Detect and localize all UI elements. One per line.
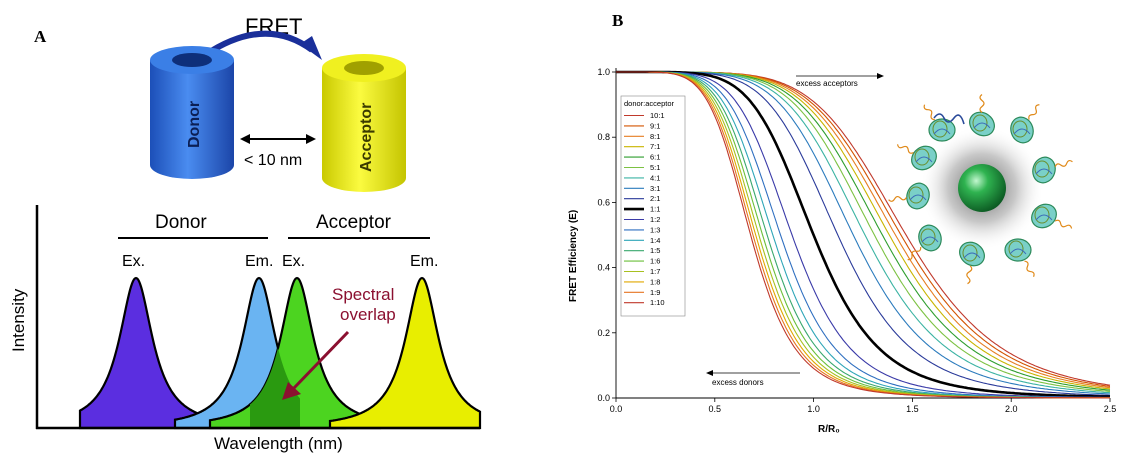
protein-icon [1032, 156, 1073, 184]
legend-entry: 1:10 [650, 298, 665, 307]
series-line-1-1 [616, 70, 1111, 398]
peak-label-acceptor-em: Em. [410, 253, 438, 270]
excess-acceptors-arrowhead-icon [877, 73, 884, 79]
donor-excitation-peak [78, 276, 222, 430]
x-axis-title: R/R₀ [818, 424, 840, 435]
overlap-arrow [292, 330, 350, 390]
series-line-4-1 [616, 71, 1111, 394]
panel-b-label: B [612, 11, 623, 30]
legend: donor:acceptor 10:19:1 8:17:1 6:15:14:1 3:1… [620, 95, 686, 317]
peak-label-acceptor-ex: Ex. [282, 253, 305, 270]
y-tick-label: 0.8 [597, 132, 610, 142]
legend-entry: 6:1 [650, 153, 660, 162]
x-tick-label: 1.0 [807, 404, 820, 414]
distance-arrow-right-icon [306, 134, 316, 144]
series-line-1-6 [616, 71, 1110, 399]
protein-icon [1004, 238, 1035, 277]
legend-entry: 1:7 [650, 267, 660, 276]
x-tick-label: 2.5 [1104, 404, 1117, 414]
y-axis-label: Intensity [9, 288, 28, 352]
y-tick-label: 0.0 [597, 393, 610, 403]
series-line-3-1 [616, 71, 1111, 395]
legend-entry: 1:4 [650, 236, 660, 245]
protein-icon [896, 144, 937, 171]
legend-entry: 1:3 [650, 225, 660, 234]
distance-label: < 10 nm [244, 152, 302, 169]
legend-entry: 9:1 [650, 121, 660, 130]
legend-entry: 10:1 [650, 111, 665, 120]
excess-donors-annotation: excess donors [712, 378, 764, 387]
series-line-1-4 [616, 71, 1110, 399]
acceptor-excitation-peak [208, 276, 382, 430]
protein-icon [907, 224, 942, 261]
legend-entry: 1:6 [650, 257, 660, 266]
y-tick-label: 1.0 [597, 67, 610, 77]
series-line-10-1 [616, 71, 1111, 386]
acceptor-header: Acceptor [316, 212, 392, 233]
fret-arrowhead-icon [300, 36, 322, 60]
overlap-label-line2: overlap [340, 305, 396, 324]
series-line-1-9 [616, 71, 1111, 399]
panel-a-label: A [34, 27, 47, 46]
series-line-1-8 [616, 71, 1110, 399]
excess-acceptors-annotation: excess acceptors [796, 79, 858, 88]
series-line-2-1 [616, 71, 1111, 396]
x-tick-label: 0.0 [610, 404, 623, 414]
series-line-1-7 [616, 71, 1110, 399]
y-axis-title: FRET Efficiency (E) [568, 210, 579, 302]
x-tick-label: 2.0 [1005, 404, 1018, 414]
acceptor-cylinder: Acceptor [322, 54, 406, 192]
legend-title: donor:acceptor [624, 99, 675, 108]
nanoparticle-illustration [888, 94, 1073, 285]
donor-cylinder-label: Donor [186, 101, 203, 148]
protein-icon [1031, 203, 1073, 229]
fret-efficiency-chart: 0.0 0.5 1.0 1.5 2.0 2.5 0.0 0.2 0.4 0.6 0.8 1.0 [597, 67, 1116, 414]
legend-entry: 1:5 [650, 246, 660, 255]
series-line-1-3 [616, 71, 1111, 399]
legend-entry: 7:1 [650, 142, 660, 151]
series-line-1-5 [616, 71, 1110, 399]
legend-entry: 2:1 [650, 194, 660, 203]
acceptor-emission-peak [328, 276, 482, 430]
x-tick-label: 1.5 [906, 404, 919, 414]
protein-icon [959, 241, 985, 285]
legend-entry: 4:1 [650, 173, 660, 182]
spectral-overlap-region [250, 348, 300, 428]
peak-label-donor-em: Em. [245, 253, 273, 270]
x-axis-label: Wavelength (nm) [214, 434, 343, 453]
panel-b: B 0.0 0.5 1.0 1.5 2.0 2.5 0.0 0.2 0.4 0.6 0.8 1.0 R… [568, 11, 1116, 435]
dye-linker-icon [933, 113, 965, 125]
overlap-label-line1: Spectral [332, 285, 394, 304]
legend-entry: 1:1 [650, 205, 660, 214]
series-line-1-10 [616, 71, 1110, 399]
protein-icon [1010, 104, 1040, 144]
acceptor-cylinder-label: Acceptor [358, 103, 375, 172]
y-tick-label: 0.4 [597, 263, 610, 273]
legend-entry: 5:1 [650, 163, 660, 172]
protein-icon [923, 104, 956, 142]
series-line-9-1 [616, 71, 1111, 387]
series-line-8-1 [616, 71, 1111, 389]
legend-entry: 3:1 [650, 184, 660, 193]
overlap-arrowhead-icon [282, 382, 301, 400]
protein-icon [888, 182, 930, 210]
y-tick-label: 0.6 [597, 197, 610, 207]
peak-label-donor-ex: Ex. [122, 253, 145, 270]
legend-entry: 1:9 [650, 288, 660, 297]
distance-arrow-left-icon [240, 134, 250, 144]
x-tick-label: 0.5 [709, 404, 722, 414]
legend-entry: 1:8 [650, 277, 660, 286]
series-line-1-2 [616, 71, 1110, 398]
legend-entry: 8:1 [650, 132, 660, 141]
y-tick-label: 0.2 [597, 328, 610, 338]
donor-cylinder: Donor [150, 46, 234, 179]
donor-header: Donor [155, 212, 207, 233]
nanoparticle-sphere [958, 164, 1006, 212]
spectra-curves [78, 276, 482, 430]
excess-donors-arrowhead-icon [706, 370, 713, 376]
legend-entry: 1:2 [650, 215, 660, 224]
protein-icon [969, 94, 995, 137]
panel-a: A FRET Donor Acceptor < 10 nm Donor [9, 14, 482, 453]
